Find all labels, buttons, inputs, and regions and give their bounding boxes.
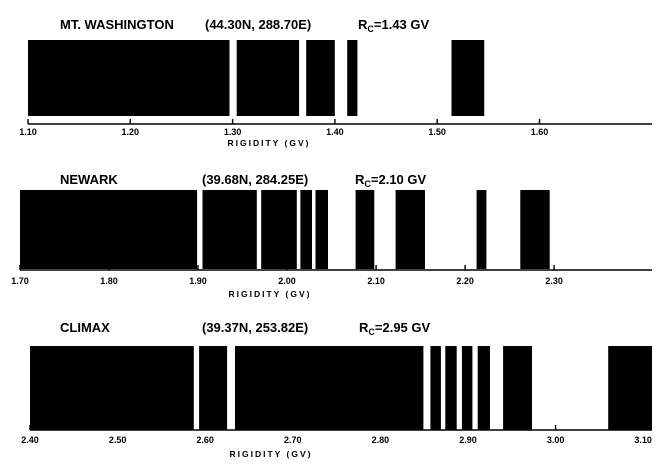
allowed-rigidity-band <box>461 346 473 430</box>
allowed-rigidity-band <box>451 40 485 116</box>
x-tick-label: 1.80 <box>100 276 118 286</box>
allowed-rigidity-band <box>235 346 424 430</box>
cutoff-subscript: C <box>367 24 374 34</box>
allowed-rigidity-band <box>300 190 312 269</box>
cutoff-value: =2.95 GV <box>375 320 431 335</box>
cutoff-value: =1.43 GV <box>374 17 430 32</box>
band-group <box>28 40 485 116</box>
panel-newark: NEWARK (39.68N, 284.25E) RC=2.10 GV 1.70… <box>11 172 652 299</box>
x-tick-label: 2.70 <box>284 435 302 445</box>
allowed-rigidity-band <box>28 40 230 116</box>
allowed-rigidity-band <box>477 346 490 430</box>
station-coordinates: (44.30N, 288.70E) <box>205 17 311 32</box>
cutoff-symbol: R <box>355 172 365 187</box>
x-tick-label: 1.20 <box>122 127 140 137</box>
tick-group: 1.70 1.80 1.90 2.00 2.10 2.20 2.30 <box>11 265 563 286</box>
x-axis-label: RIGIDITY (GV) <box>230 449 313 459</box>
band-group <box>30 346 652 430</box>
x-tick-label: 2.90 <box>459 435 477 445</box>
x-tick-label: 3.00 <box>547 435 565 445</box>
x-tick-label: 2.80 <box>372 435 390 445</box>
x-tick-label: 2.10 <box>367 276 385 286</box>
x-tick-label: 2.50 <box>109 435 127 445</box>
allowed-rigidity-band <box>236 40 300 116</box>
allowed-rigidity-band <box>199 346 228 430</box>
tick-group: 2.40 2.50 2.60 2.70 2.80 2.90 3.00 3.10 <box>21 425 652 445</box>
x-axis-label: RIGIDITY (GV) <box>228 138 311 148</box>
allowed-rigidity-band <box>445 346 457 430</box>
cutoff-value: =2.10 GV <box>371 172 427 187</box>
x-tick-label: 1.10 <box>19 127 37 137</box>
x-tick-label: 2.30 <box>545 276 563 286</box>
cutoff-rigidity: RC=2.95 GV <box>359 320 431 337</box>
x-tick-label: 2.20 <box>456 276 474 286</box>
allowed-rigidity-band <box>395 190 425 269</box>
allowed-rigidity-band <box>503 346 532 430</box>
x-tick-label: 1.50 <box>428 127 446 137</box>
band-group <box>20 190 550 269</box>
tick-group: 1.10 1.20 1.30 1.40 1.50 1.60 <box>19 119 548 137</box>
station-name: CLIMAX <box>60 320 110 335</box>
allowed-rigidity-band <box>315 190 328 269</box>
x-tick-label: 1.90 <box>189 276 207 286</box>
station-coordinates: (39.68N, 284.25E) <box>202 172 308 187</box>
x-tick-label: 2.40 <box>21 435 39 445</box>
allowed-rigidity-band <box>20 190 198 269</box>
x-tick-label: 2.00 <box>278 276 296 286</box>
cutoff-symbol: R <box>359 320 369 335</box>
allowed-rigidity-band <box>476 190 487 269</box>
allowed-rigidity-band <box>347 40 358 116</box>
station-name: NEWARK <box>60 172 118 187</box>
cutoff-subscript: C <box>364 179 371 189</box>
panel-mt-washington: MT. WASHINGTON (44.30N, 288.70E) RC=1.43… <box>19 17 652 148</box>
panel-climax: CLIMAX (39.37N, 253.82E) RC=2.95 GV 2.40… <box>21 320 652 459</box>
cutoff-subscript: C <box>368 327 375 337</box>
x-axis-label: RIGIDITY (GV) <box>229 289 312 299</box>
allowed-rigidity-band <box>306 40 335 116</box>
x-tick-label: 1.60 <box>531 127 549 137</box>
allowed-rigidity-band <box>355 190 375 269</box>
allowed-rigidity-band <box>202 190 257 269</box>
allowed-rigidity-band <box>430 346 441 430</box>
x-tick-label: 3.10 <box>634 435 652 445</box>
allowed-rigidity-band <box>520 190 550 269</box>
x-tick-label: 1.40 <box>326 127 344 137</box>
x-tick-label: 1.70 <box>11 276 29 286</box>
allowed-rigidity-band <box>261 190 297 269</box>
allowed-rigidity-band <box>30 346 194 430</box>
station-coordinates: (39.37N, 253.82E) <box>202 320 308 335</box>
cutoff-rigidity: RC=1.43 GV <box>358 17 430 34</box>
x-tick-label: 2.60 <box>196 435 214 445</box>
cutoff-symbol: R <box>358 17 368 32</box>
allowed-rigidity-band <box>608 346 652 430</box>
x-tick-label: 1.30 <box>224 127 242 137</box>
station-name: MT. WASHINGTON <box>60 17 174 32</box>
cutoff-rigidity: RC=2.10 GV <box>355 172 427 189</box>
